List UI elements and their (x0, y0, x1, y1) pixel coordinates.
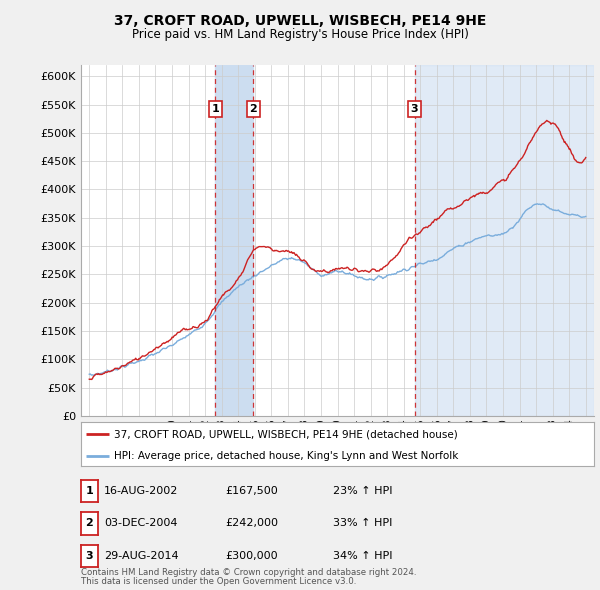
Bar (215, 65, 253, 416)
Text: This data is licensed under the Open Government Licence v3.0.: This data is licensed under the Open Gov… (81, 578, 356, 586)
Text: 37, CROFT ROAD, UPWELL, WISBECH, PE14 9HE: 37, CROFT ROAD, UPWELL, WISBECH, PE14 9H… (114, 14, 486, 28)
Text: 37, CROFT ROAD, UPWELL, WISBECH, PE14 9HE (detached house): 37, CROFT ROAD, UPWELL, WISBECH, PE14 9H… (115, 430, 458, 439)
Text: 3: 3 (86, 551, 93, 560)
Text: £242,000: £242,000 (225, 519, 278, 528)
Text: 1: 1 (86, 486, 93, 496)
Text: 2: 2 (86, 519, 93, 528)
Text: 03-DEC-2004: 03-DEC-2004 (104, 519, 178, 528)
Text: 3: 3 (411, 104, 418, 114)
Text: 16-AUG-2002: 16-AUG-2002 (104, 486, 178, 496)
Text: 23% ↑ HPI: 23% ↑ HPI (333, 486, 392, 496)
Text: 29-AUG-2014: 29-AUG-2014 (104, 551, 178, 560)
Text: 1: 1 (211, 104, 219, 114)
Text: £167,500: £167,500 (225, 486, 278, 496)
Text: HPI: Average price, detached house, King's Lynn and West Norfolk: HPI: Average price, detached house, King… (115, 451, 459, 461)
Text: £300,000: £300,000 (225, 551, 278, 560)
Text: Contains HM Land Registry data © Crown copyright and database right 2024.: Contains HM Land Registry data © Crown c… (81, 568, 416, 577)
Bar (415, 65, 594, 416)
Text: Price paid vs. HM Land Registry's House Price Index (HPI): Price paid vs. HM Land Registry's House … (131, 28, 469, 41)
Text: 33% ↑ HPI: 33% ↑ HPI (333, 519, 392, 528)
Text: 34% ↑ HPI: 34% ↑ HPI (333, 551, 392, 560)
Text: 2: 2 (250, 104, 257, 114)
